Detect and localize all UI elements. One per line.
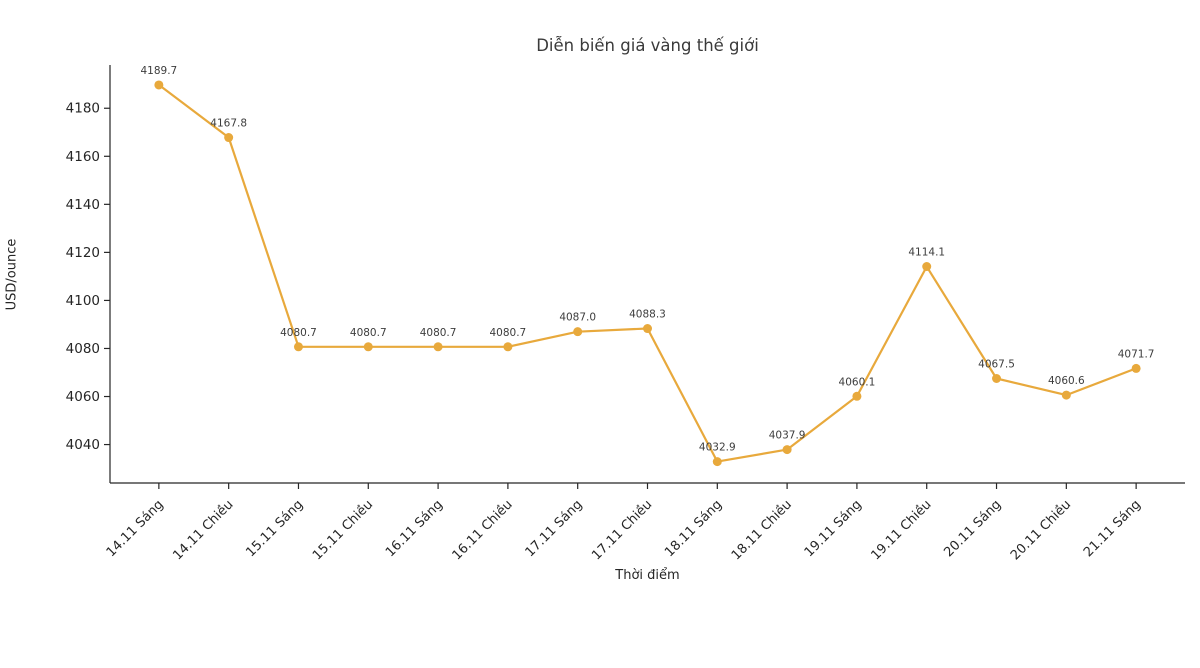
y-tick-label: 4040: [66, 437, 100, 453]
data-point-marker: [573, 327, 583, 337]
data-point-marker: [433, 342, 443, 352]
x-tick-label: 16.11 Chiều: [450, 497, 516, 563]
x-tick-label: 17.11 Sáng: [523, 497, 586, 560]
x-tick-label: 20.11 Chiều: [1008, 497, 1074, 563]
x-tick-label: 14.11 Chiều: [170, 497, 236, 563]
y-tick-label: 4080: [66, 341, 100, 357]
data-point-marker: [992, 374, 1002, 383]
data-point-label: 4032.9: [699, 442, 736, 454]
data-point-marker: [782, 445, 792, 455]
x-tick-label: 21.11 Sáng: [1081, 497, 1144, 560]
x-axis-label: Thời điểm: [615, 568, 680, 583]
chart-title: Diễn biến giá vàng thế giới: [536, 36, 759, 55]
data-point-label: 4087.0: [559, 312, 596, 324]
data-point-label: 4088.3: [629, 309, 666, 321]
y-tick-label: 4120: [66, 245, 100, 261]
x-tick-label: 19.11 Sáng: [802, 497, 865, 560]
y-tick-label: 4180: [66, 101, 100, 117]
data-point-marker: [852, 391, 862, 401]
x-tick-label: 16.11 Sáng: [383, 497, 446, 560]
x-tick-label: 20.11 Sáng: [941, 497, 1004, 560]
data-point-label: 4080.7: [350, 327, 387, 339]
y-tick-label: 4100: [66, 293, 100, 309]
data-point-marker: [643, 324, 652, 334]
data-point-label: 4080.7: [280, 327, 317, 339]
x-tick-label: 17.11 Chiều: [589, 497, 655, 563]
x-tick-label: 15.11 Chiều: [310, 497, 376, 563]
data-point-marker: [712, 457, 722, 467]
data-point-label: 4067.5: [978, 359, 1015, 371]
x-tick-label: 14.11 Sáng: [104, 497, 167, 560]
y-tick-label: 4140: [66, 197, 100, 213]
data-point-marker: [922, 262, 932, 272]
data-point-label: 4071.7: [1118, 348, 1155, 360]
data-point-label: 4060.1: [839, 376, 876, 388]
data-point-marker: [1061, 390, 1071, 400]
data-point-label: 4167.8: [210, 118, 247, 130]
data-point-label: 4080.7: [490, 327, 527, 339]
data-point-marker: [1131, 363, 1141, 373]
x-tick-label: 18.11 Sáng: [662, 497, 725, 560]
data-point-marker: [154, 80, 164, 90]
x-tick-label: 15.11 Sáng: [243, 497, 306, 560]
data-point-label: 4060.6: [1048, 375, 1085, 387]
price-line: [158, 84, 1137, 463]
x-tick-label: 18.11 Chiều: [729, 497, 795, 563]
data-point-marker: [363, 342, 373, 352]
data-point-label: 4114.1: [908, 247, 945, 259]
data-point-marker: [503, 342, 513, 352]
data-point-label: 4080.7: [420, 327, 457, 339]
y-tick-label: 4160: [66, 149, 100, 165]
data-point-label: 4189.7: [140, 65, 177, 77]
data-point-marker: [293, 342, 303, 352]
x-tick-label: 19.11 Chiều: [868, 497, 934, 563]
data-point-marker: [224, 133, 234, 143]
data-point-label: 4037.9: [769, 430, 806, 442]
y-tick-label: 4060: [66, 389, 100, 405]
